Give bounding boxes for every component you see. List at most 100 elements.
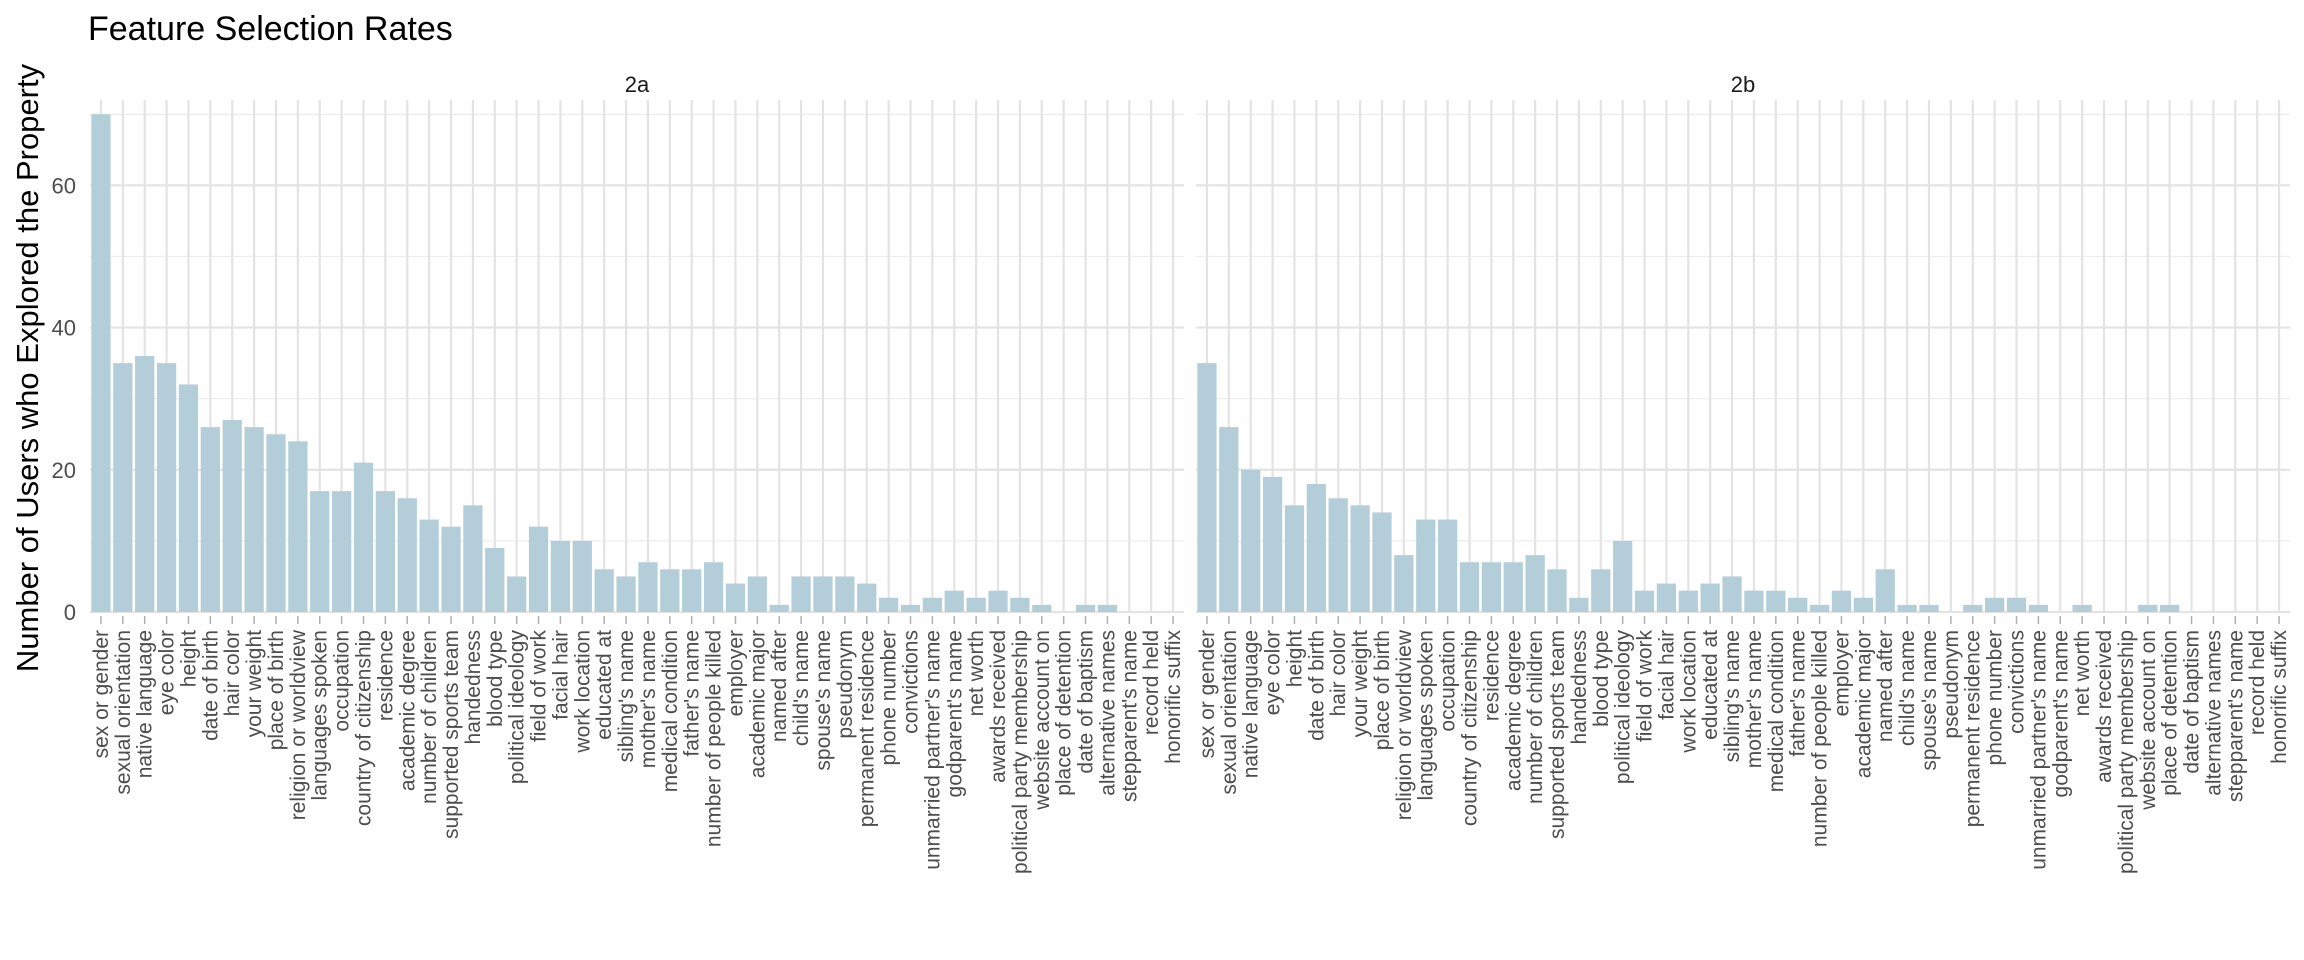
category-label: handedness	[1568, 630, 1591, 744]
bar-2a	[244, 427, 264, 612]
category-label: blood type	[484, 630, 507, 727]
category-label: native language	[134, 630, 157, 778]
y-tick-label: 0	[64, 600, 76, 625]
bar-2a	[682, 569, 702, 612]
bar-2b	[1678, 590, 1698, 612]
bar-2a	[594, 569, 614, 612]
category-label: languages spoken	[309, 630, 332, 800]
bar-2a	[222, 420, 242, 612]
bar-2b	[1766, 590, 1786, 612]
bar-2b	[1656, 583, 1677, 612]
facet-label-2b: 2b	[1731, 72, 1755, 97]
bar-2a	[463, 505, 483, 612]
category-label: permanent residence	[856, 630, 879, 827]
category-label: unmarried partner's name	[921, 630, 944, 870]
bar-2a	[550, 540, 571, 612]
category-label: awards received	[2093, 630, 2116, 783]
category-label: employer	[724, 630, 747, 716]
category-label: political party membership	[1009, 630, 1032, 874]
bar-2a	[747, 576, 767, 612]
category-label: sex or gender	[90, 630, 113, 758]
bar-2b	[1306, 484, 1326, 612]
bar-2a	[638, 562, 658, 612]
category-label: sex or gender	[1196, 630, 1219, 758]
category-label: facial hair	[1655, 630, 1678, 720]
bar-2b	[1722, 576, 1742, 612]
bar-2b	[1219, 427, 1239, 612]
bar-2a	[507, 576, 527, 612]
bar-2b	[1788, 597, 1808, 612]
category-label: godparent's name	[943, 630, 966, 797]
bar-2b	[1503, 562, 1523, 612]
category-label: country of citizenship	[353, 630, 376, 826]
bar-2b	[1875, 569, 1895, 612]
bar-2a	[397, 498, 417, 612]
bar-2b	[1700, 583, 1720, 612]
category-label: place of detention	[2159, 630, 2182, 796]
bar-2a	[375, 491, 396, 612]
y-tick-label: 60	[52, 173, 76, 198]
bar-2a	[1075, 604, 1096, 612]
bar-2b	[1372, 512, 1392, 612]
category-label: date of birth	[199, 630, 222, 741]
bar-2a	[1010, 597, 1030, 612]
category-label: political ideology	[1612, 630, 1635, 785]
bar-2b	[1547, 569, 1567, 612]
bar-2a	[988, 590, 1008, 612]
category-label: eye color	[156, 630, 179, 715]
bar-2b	[1569, 597, 1589, 612]
y-tick-label: 40	[52, 316, 76, 341]
bar-2a	[572, 540, 592, 612]
category-label: religion or worldview	[1393, 629, 1416, 820]
category-label: pseudonym	[834, 630, 857, 739]
bar-2b	[1416, 519, 1436, 612]
category-label: honorific suffix	[2268, 630, 2291, 764]
bar-2a	[1032, 604, 1052, 612]
bar-2b	[1394, 555, 1414, 612]
category-label: your weight	[1349, 630, 1372, 738]
chart-title: Feature Selection Rates	[88, 10, 453, 48]
category-label: political party membership	[2115, 630, 2138, 874]
bar-2b	[1437, 519, 1458, 612]
category-label: native language	[1240, 630, 1263, 778]
y-tick-label: 20	[52, 458, 76, 483]
category-label: academic degree	[1502, 630, 1525, 791]
bar-2a	[660, 569, 680, 612]
category-label: employer	[1830, 630, 1853, 716]
bar-2b	[1809, 604, 1830, 612]
category-label: record held	[1140, 630, 1163, 735]
bar-2a	[113, 363, 133, 612]
category-label: mother's name	[637, 630, 660, 768]
category-label: work location	[571, 630, 594, 754]
bar-2a	[922, 597, 943, 612]
category-label: number of children	[1524, 630, 1547, 804]
category-label: pseudonym	[1940, 630, 1963, 739]
category-label: sibling's name	[1721, 630, 1744, 762]
bar-2a	[900, 604, 921, 612]
category-label: date of baptism	[2181, 630, 2204, 774]
category-label: medical condition	[1765, 630, 1788, 792]
bar-2b	[1591, 569, 1611, 612]
category-label: field of work	[1634, 630, 1657, 743]
bar-2a	[944, 590, 964, 612]
bar-2a	[485, 548, 505, 612]
bar-2a	[156, 363, 177, 612]
category-label: number of people killed	[703, 630, 726, 847]
bar-2b	[1897, 604, 1917, 612]
category-label: spouse's name	[812, 630, 835, 771]
category-label: educated at	[593, 630, 616, 740]
category-label: godparent's name	[2049, 630, 2072, 797]
category-label: spouse's name	[1918, 630, 1941, 771]
category-label: named after	[768, 630, 791, 742]
bar-2a	[835, 576, 855, 612]
bar-2b	[2006, 597, 2027, 612]
bar-2b	[2160, 604, 2180, 612]
category-label: place of detention	[1053, 630, 1076, 796]
bar-2a	[813, 576, 833, 612]
category-label: child's name	[1896, 630, 1919, 746]
category-label: website account on	[1031, 630, 1054, 811]
bar-2b	[1328, 498, 1348, 612]
